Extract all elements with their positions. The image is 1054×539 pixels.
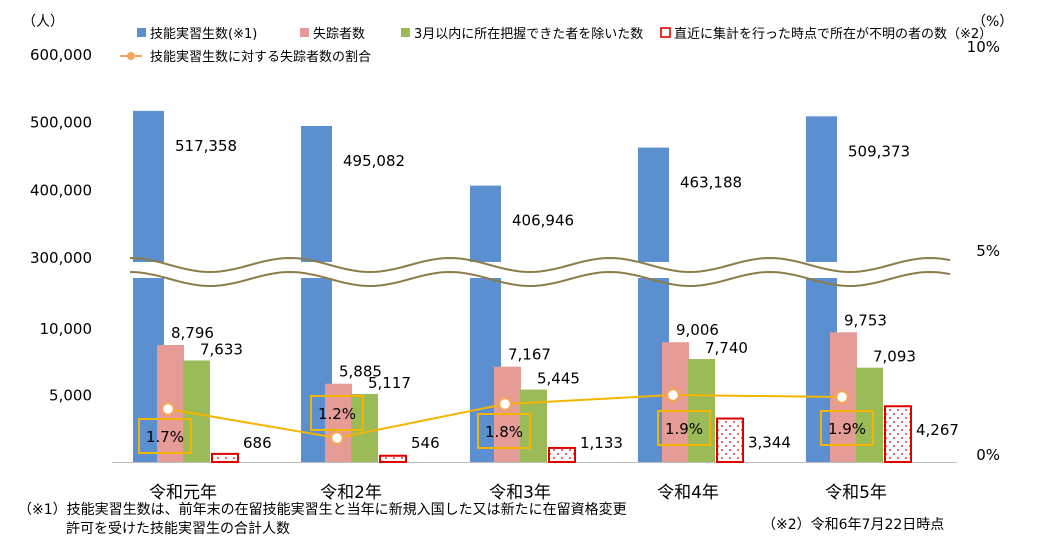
left-tick-label: 600,000 <box>30 46 92 64</box>
left-axis-unit: （人） <box>22 14 64 30</box>
bar-missing-4 <box>716 417 744 464</box>
ratio-point <box>665 387 681 403</box>
data-label-missing: 4,267 <box>916 421 959 439</box>
data-label-missing: 3,344 <box>748 434 791 452</box>
legend-label: 失踪者数 <box>313 27 365 42</box>
ratio-label-box <box>657 410 711 446</box>
right-tick-label: 10% <box>967 38 1000 56</box>
left-tick-label: 300,000 <box>30 249 92 267</box>
ratio-point <box>834 389 850 405</box>
ratio-point <box>329 430 345 446</box>
axis-break <box>112 256 957 288</box>
category-label: 令和2年 <box>320 483 382 503</box>
ratio-line-series: 1.7% 1.2% 1.8% 1.9% 1.9% <box>138 387 874 454</box>
legend-swatch <box>300 28 309 37</box>
data-label-missing: 686 <box>243 434 272 452</box>
bar-excluding-3months-5 <box>856 367 883 462</box>
legend-swatch-marker <box>127 52 135 60</box>
footnote-1-continued: 許可を受けた技能実習生の合計人数 <box>66 521 290 537</box>
data-label-excluding-3months: 7,093 <box>873 348 916 366</box>
data-label-missing-persons: 8,796 <box>171 324 214 342</box>
left-tick-label: 5,000 <box>49 387 92 405</box>
legend-label: 3月以内に所在把握できた者を除いた数 <box>414 26 643 42</box>
ratio-label-box <box>310 395 364 431</box>
footnote-2: （※2）令和6年7月22日時点 <box>762 517 945 533</box>
axes: （人） （%） 600,000 500,000 400,000 300,000 10,000… <box>22 14 1013 464</box>
data-label-trainees: 517,358 <box>175 137 237 155</box>
data-label-trainees: 495,082 <box>343 152 405 170</box>
left-tick-label: 500,000 <box>30 114 92 132</box>
left-tick-label: 400,000 <box>30 181 92 199</box>
ratio-label: 1.9% <box>828 420 866 438</box>
bar-missing-persons-4 <box>662 342 689 462</box>
category-label: 令和元年 <box>149 483 217 503</box>
legend-swatch <box>660 27 671 38</box>
data-label-trainees: 406,946 <box>512 212 574 230</box>
ratio-label: 1.2% <box>318 405 356 423</box>
left-tick-label: 10,000 <box>40 320 93 338</box>
ratio-label: 1.9% <box>665 420 703 438</box>
bar-missing-3 <box>548 446 576 463</box>
data-label-trainees: 463,188 <box>680 174 742 192</box>
data-label-missing-persons: 9,753 <box>844 311 887 329</box>
ratio-label-box <box>820 410 874 446</box>
data-label-missing-persons: 7,167 <box>508 346 551 364</box>
data-label-excluding-3months: 7,740 <box>705 339 748 357</box>
bar-excluding-3months-3 <box>520 389 547 462</box>
legend-label: 直近に集計を行った時点で所在が不明の者の数（※2） <box>674 26 992 42</box>
right-tick-label: 0% <box>976 446 1000 464</box>
bar-missing-1 <box>211 452 239 463</box>
ratio-label: 1.8% <box>485 423 523 441</box>
legend-label: 技能実習生数に対する失踪者数の割合 <box>150 49 371 65</box>
bar-missing-5 <box>884 405 912 463</box>
ratio-label-box <box>477 413 531 449</box>
right-tick-label: 5% <box>976 242 1000 260</box>
data-label-missing-persons: 5,885 <box>339 363 382 381</box>
bar-excluding-3months-1 <box>183 360 210 462</box>
data-label-excluding-3months: 5,117 <box>368 374 411 392</box>
data-label-missing-persons: 9,006 <box>676 321 719 339</box>
data-label-excluding-3months: 5,445 <box>537 370 580 388</box>
bar-excluding-3months-2 <box>351 393 378 462</box>
data-label-excluding-3months: 7,633 <box>200 340 243 358</box>
legend-label: 技能実習生数(※1) <box>150 26 257 42</box>
axis-break-wave <box>129 256 951 274</box>
data-label-trainees: 509,373 <box>848 142 910 160</box>
legend: 技能実習生数(※1) 失踪者数 3月以内に所在把握できた者を除いた数 直近に集計を行っ… <box>120 26 992 65</box>
axis-break-wave <box>129 270 951 288</box>
ratio-point <box>497 396 513 412</box>
footnote-1: （※1）技能実習生数は、前年末の在留技能実習生と当年に新規入国した又は新たに在留… <box>18 502 627 518</box>
data-label-missing: 1,133 <box>580 434 623 452</box>
right-axis-unit: （%） <box>972 14 1013 30</box>
category-label: 令和5年 <box>825 483 887 503</box>
ratio-label-box <box>138 418 192 454</box>
category-label: 令和3年 <box>489 483 551 503</box>
ratio-point <box>160 401 176 417</box>
ratio-label: 1.7% <box>146 428 184 446</box>
data-label-missing: 546 <box>411 434 440 452</box>
bar-missing-2 <box>379 454 407 463</box>
legend-swatch <box>137 28 146 37</box>
legend-swatch <box>401 28 410 37</box>
category-label: 令和4年 <box>657 483 719 503</box>
